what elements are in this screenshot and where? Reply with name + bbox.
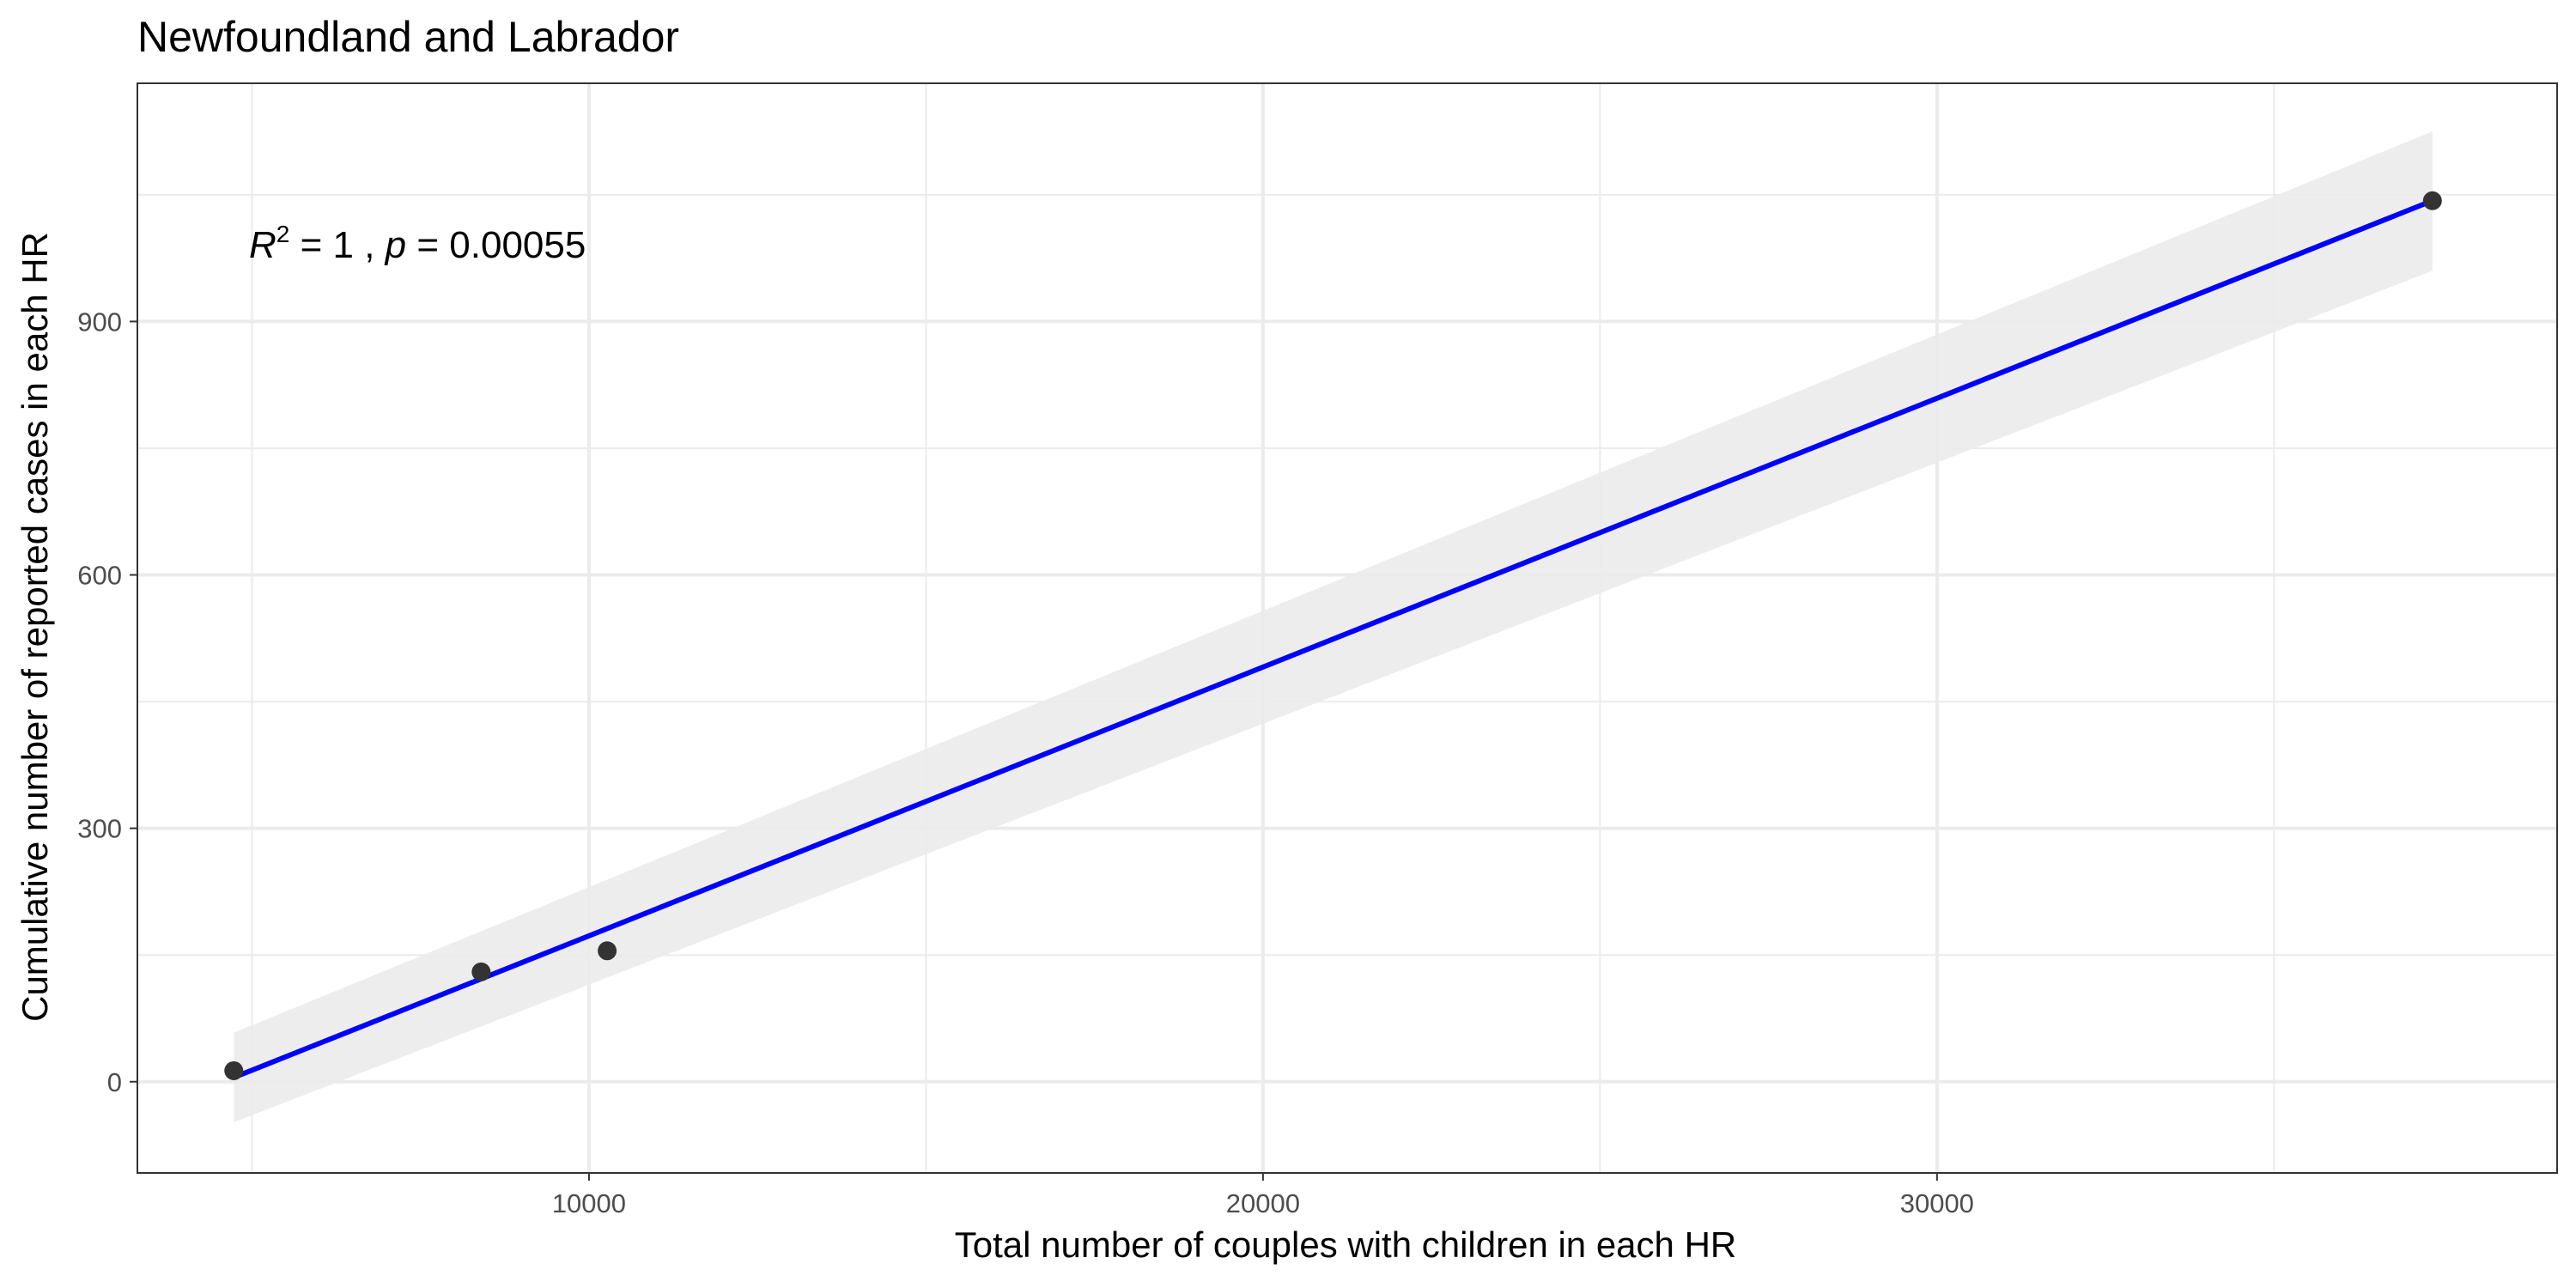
data-point xyxy=(2422,191,2442,210)
confidence-band xyxy=(234,131,2433,1122)
p-symbol: p xyxy=(384,224,406,266)
grid-lines xyxy=(137,83,2557,1173)
r-squared-symbol: R xyxy=(249,224,276,266)
data-points xyxy=(224,191,2442,1080)
y-tick-label: 0 xyxy=(107,1067,122,1097)
panel-border xyxy=(137,82,2558,1174)
y-tick-label: 600 xyxy=(77,561,122,591)
data-point xyxy=(598,941,617,961)
x-axis-title: Total number of couples with children in… xyxy=(955,1224,1736,1265)
r-squared-value: = 1 , xyxy=(289,224,385,266)
r-squared-exponent: 2 xyxy=(276,221,290,247)
y-axis-title: Cumulative number of reported cases in e… xyxy=(15,232,55,1022)
regression-line xyxy=(233,197,2433,1080)
plot-area: R2 = 1 , p = 0.00055 xyxy=(137,82,2558,1174)
x-tick-label: 20000 xyxy=(1226,1188,1300,1218)
stats-annotation: R2 = 1 , p = 0.00055 xyxy=(249,221,586,266)
y-tick-label: 300 xyxy=(77,814,122,844)
x-axis: 10000 20000 30000 xyxy=(552,1173,1974,1218)
data-point xyxy=(224,1060,244,1080)
x-tick-label: 10000 xyxy=(552,1188,626,1218)
p-value: = 0.00055 xyxy=(406,224,586,266)
y-tick-label: 900 xyxy=(77,307,122,337)
x-tick-label: 30000 xyxy=(1900,1188,1974,1218)
chart-title: Newfoundland and Labrador xyxy=(137,13,679,61)
y-axis: 0 300 600 900 xyxy=(77,307,137,1097)
data-point xyxy=(471,962,491,981)
